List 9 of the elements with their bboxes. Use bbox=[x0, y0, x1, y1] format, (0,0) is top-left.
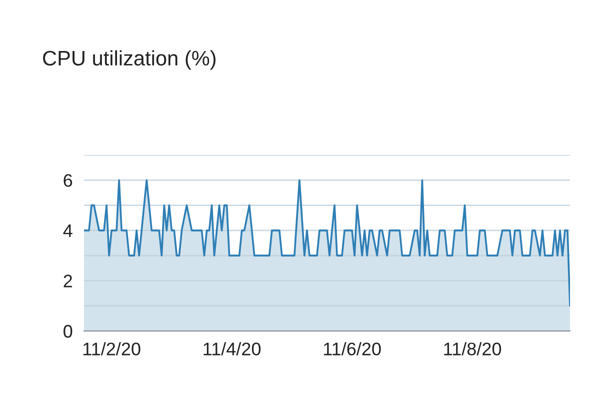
x-tick-label: 11/6/20 bbox=[324, 342, 381, 356]
y-tick-label: 4 bbox=[63, 224, 72, 237]
y-tick-label: 6 bbox=[64, 174, 72, 187]
x-tick-label: 11/8/20 bbox=[444, 342, 502, 356]
y-tick-label: 0 bbox=[64, 324, 72, 338]
x-tick-label: 11/2/20 bbox=[83, 342, 140, 356]
x-tick-label: 11/4/20 bbox=[204, 342, 261, 356]
y-tick-label: 2 bbox=[64, 274, 72, 288]
chart-title: CPU utilization (%) bbox=[43, 50, 216, 70]
